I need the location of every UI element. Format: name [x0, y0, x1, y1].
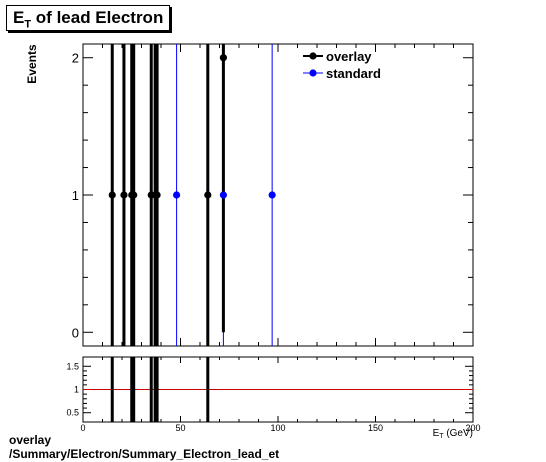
overlay-point — [204, 191, 212, 199]
x-tick-label: 0 — [80, 423, 85, 433]
y-axis-label: Events — [25, 44, 39, 84]
overlay-point — [120, 191, 128, 199]
overlay-point — [108, 191, 116, 199]
legend-marker-standard — [309, 69, 317, 77]
overlay-point — [153, 191, 161, 199]
main-frame — [82, 43, 474, 347]
x-axis-label: ET (GeV) — [433, 428, 473, 440]
x-tick-label: 100 — [270, 423, 285, 433]
ratio-y-tick-label: 1.5 — [66, 361, 79, 371]
standard-point — [268, 191, 276, 199]
legend-marker-overlay — [309, 52, 317, 60]
y-tick-label: 1 — [72, 188, 79, 203]
x-tick-label: 200 — [465, 423, 480, 433]
legend-label-overlay: overlay — [326, 49, 372, 64]
footer-path: /Summary/Electron/Summary_Electron_lead_… — [9, 447, 280, 461]
standard-point — [219, 191, 227, 199]
chart-title: ET of lead Electron — [6, 5, 171, 31]
y-tick-label: 2 — [72, 51, 79, 66]
x-tick-label: 150 — [368, 423, 383, 433]
standard-point — [173, 191, 181, 199]
legend-label-standard: standard — [326, 66, 381, 81]
ratio-y-tick-label: 0.5 — [66, 408, 79, 418]
overlay-point — [130, 191, 138, 199]
y-tick-label: 0 — [72, 325, 79, 340]
x-tick-label: 50 — [175, 423, 185, 433]
footer-label: overlay — [9, 433, 52, 447]
overlay-point — [219, 54, 227, 62]
ratio-y-tick-label: 1 — [74, 385, 79, 395]
